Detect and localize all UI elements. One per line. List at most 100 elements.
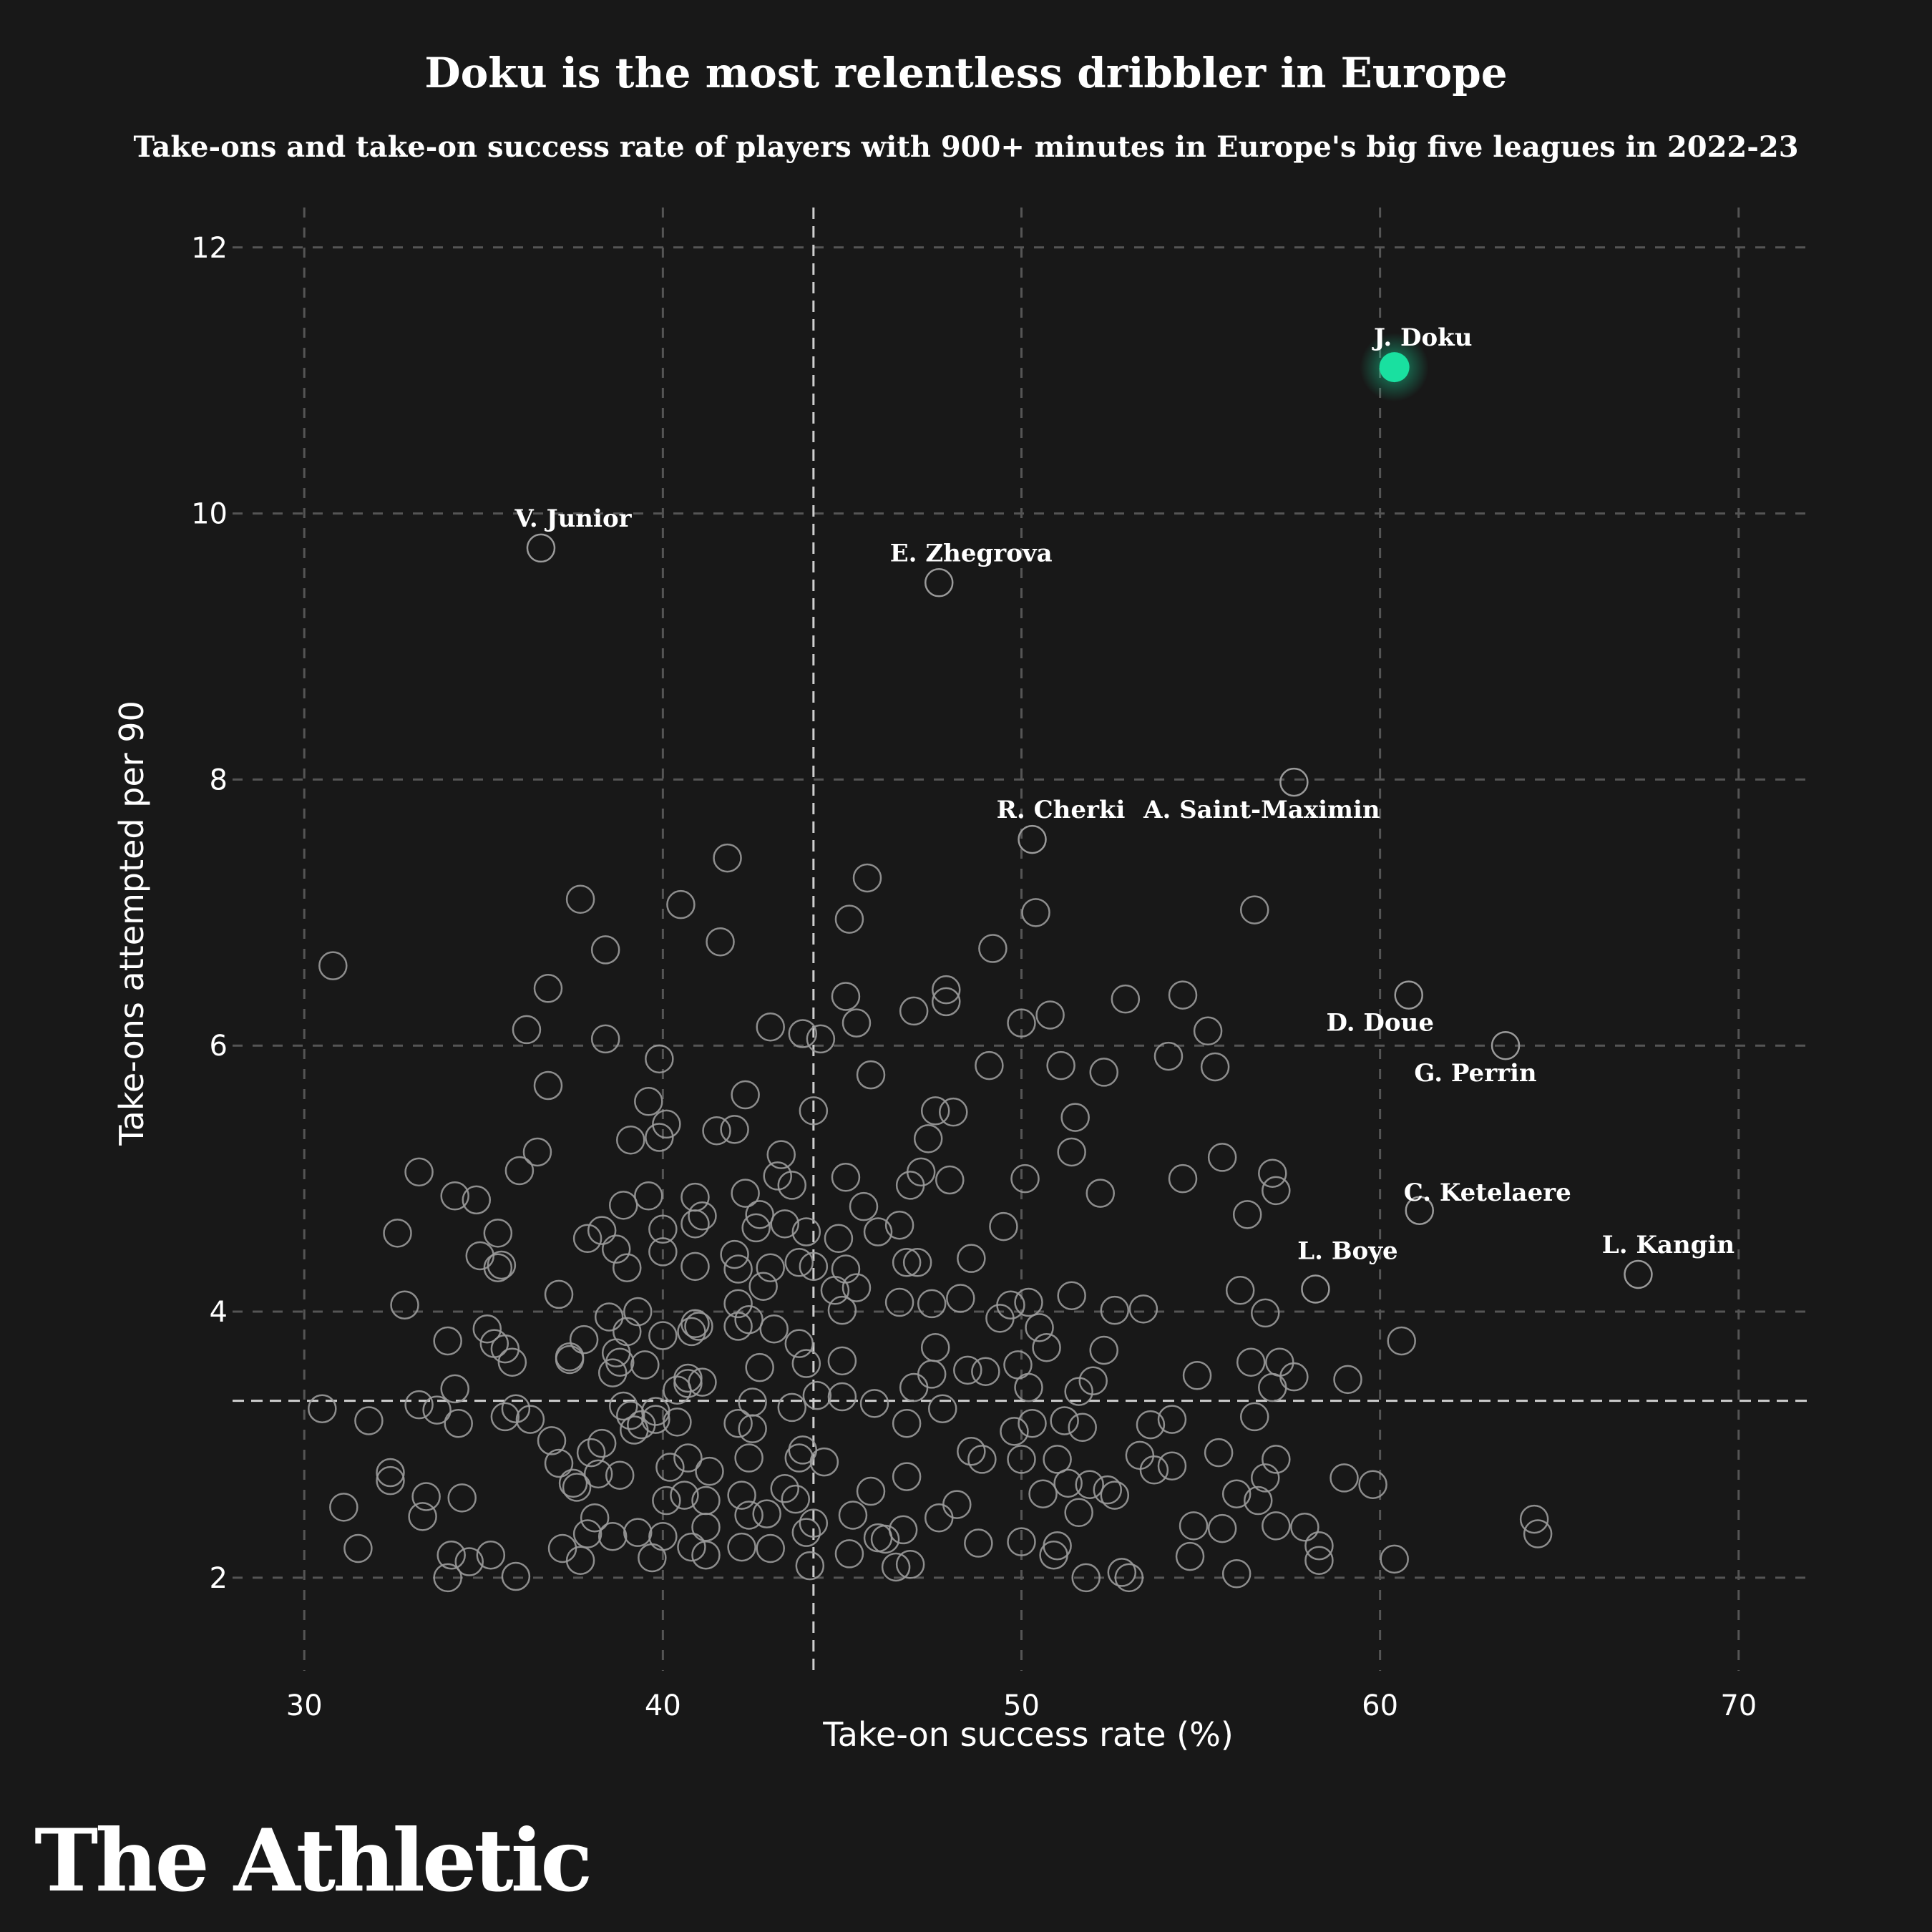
data-point [852,863,882,893]
x-tick-label: 50 [1003,1689,1040,1722]
data-point [727,1480,756,1510]
labeled-point [1405,1196,1435,1226]
data-point [652,1109,681,1139]
data-point [1232,1200,1262,1229]
data-point [1330,1463,1359,1493]
data-point [806,1024,836,1054]
data-point [411,1482,441,1511]
data-point [881,1552,911,1582]
data-point [756,1012,785,1042]
data-point [1279,1362,1309,1392]
data-point [620,1415,649,1445]
data-point [376,1458,405,1488]
data-point [1139,1455,1169,1485]
data-point [648,1321,678,1350]
data-point [1064,1498,1093,1528]
data-point [594,1302,624,1332]
data-point [777,1171,807,1200]
data-point [1251,1463,1280,1493]
highlight-point [1379,352,1410,383]
data-point [1262,1511,1291,1541]
data-point [827,1295,857,1325]
data-point [841,1273,872,1302]
data-point [695,1456,724,1486]
data-point [917,1289,947,1319]
data-point [433,1326,462,1356]
data-point [831,982,861,1011]
data-point [1290,1512,1319,1542]
data-point [1200,1052,1230,1082]
data-point [483,1253,513,1282]
data-point [1333,1365,1362,1395]
data-point [920,1096,950,1126]
labeled-point [1491,1030,1521,1060]
data-point [1175,1541,1205,1571]
data-point [1244,1485,1273,1516]
data-point [605,1460,635,1490]
data-point [1236,1347,1266,1377]
data-point [569,1324,599,1355]
point-labels: J. Doku V. Junior E. Zhegrova R. Cherki A. S… [514,323,1735,1265]
data-point [572,1224,602,1254]
data-point [720,1239,749,1269]
data-point [827,1346,857,1376]
point-label: D. Doue [1326,1009,1433,1038]
data-point [376,1465,405,1496]
data-point [354,1406,384,1435]
data-point [964,1528,993,1558]
point-label: L. Boye [1297,1236,1397,1265]
data-points [308,333,1653,1593]
data-point [590,935,620,965]
data-point [935,1165,965,1195]
x-tick-label: 40 [645,1689,681,1722]
chart-title: Doku is the most relentless dribbler in … [424,49,1508,97]
data-point [583,1459,613,1489]
data-point [1262,1445,1291,1474]
x-tick-label: 70 [1720,1689,1757,1722]
data-point [565,1546,595,1575]
data-point [856,1476,886,1506]
data-point [799,1508,829,1538]
data-point [1057,1281,1086,1310]
y-tick-label: 12 [191,232,228,265]
data-point [824,1224,854,1254]
data-point [924,1503,954,1533]
data-point [555,1345,585,1375]
data-point [731,1179,760,1208]
data-point [756,1253,785,1282]
data-point [932,987,961,1017]
data-point [1239,895,1269,924]
data-point [720,1115,749,1144]
data-point [745,1352,774,1382]
data-point [616,1125,645,1155]
data-point [791,1349,821,1378]
data-point [770,1474,799,1503]
data-point [1125,1440,1155,1470]
data-point [1028,1479,1058,1508]
data-point [587,1216,617,1245]
data-point [713,843,742,873]
data-point [1358,1470,1387,1499]
data-point [608,1191,638,1220]
data-point [971,1357,1000,1386]
data-point [734,1501,763,1530]
data-point [731,1080,760,1110]
data-point [738,1387,767,1417]
data-point [1075,1470,1104,1499]
data-point [975,1050,1004,1080]
data-point [404,1390,434,1420]
data-point [638,1543,667,1573]
x-tick-label: 30 [286,1689,323,1722]
data-point [1182,1361,1212,1390]
data-point [634,1181,663,1211]
data-point [996,1290,1025,1319]
data-point [390,1290,419,1319]
data-point [680,1309,710,1339]
data-point [1089,1058,1119,1087]
data-point [946,1284,975,1313]
data-point [834,904,864,934]
data-point [613,1317,642,1347]
data-point [533,974,563,1003]
data-point [497,1347,527,1377]
